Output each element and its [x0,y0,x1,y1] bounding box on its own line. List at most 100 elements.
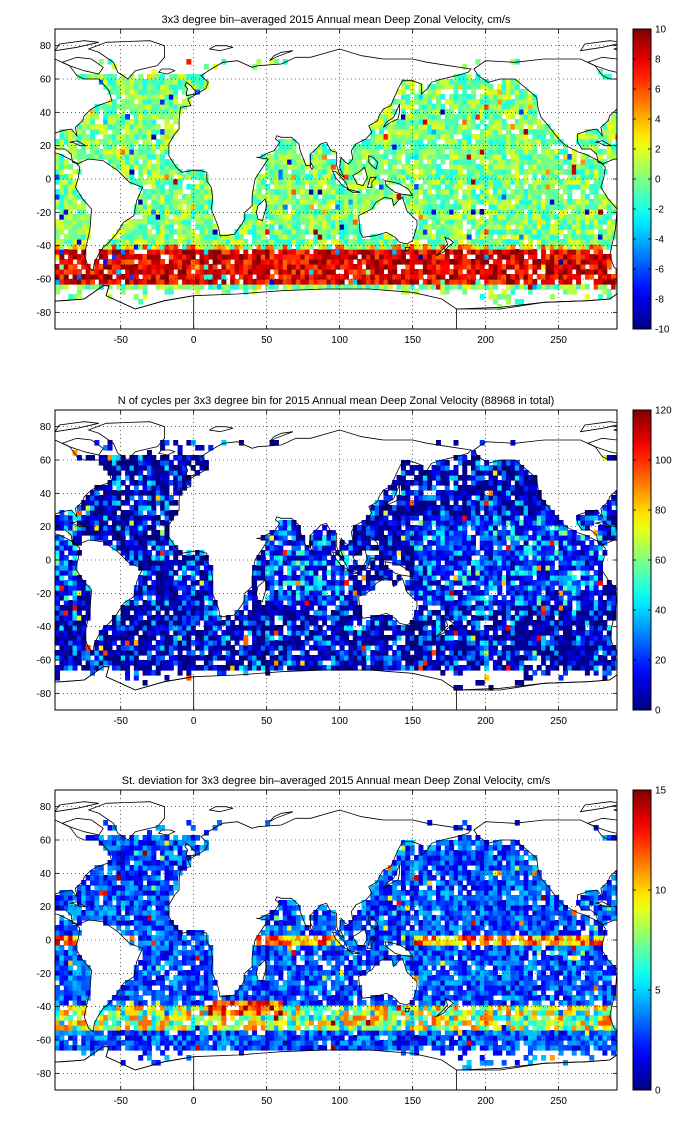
heatmap-cell [488,204,494,210]
heatmap-cell [449,144,455,150]
heatmap-cell [506,279,512,285]
heatmap-cell [225,620,231,626]
heatmap-cell [125,159,131,165]
heatmap-cell [291,139,297,145]
heatmap-cell [247,660,253,666]
heatmap-cell [173,259,179,265]
heatmap-cell [606,650,612,656]
heatmap-cell [116,134,122,140]
heatmap-cell [142,149,148,155]
heatmap-cell [541,134,547,140]
heatmap-cell [282,144,288,150]
heatmap-cell [492,214,498,220]
heatmap-cell [107,104,113,110]
heatmap-cell [536,234,542,240]
heatmap-cell [90,129,96,135]
heatmap-cell [615,284,617,290]
heatmap-cell [68,254,74,260]
heatmap-cell [68,179,74,185]
heatmap-cell [339,284,345,290]
heatmap-cell [339,234,345,240]
heatmap-cell [287,269,293,275]
heatmap-cell [98,274,104,280]
heatmap-cell [361,274,367,280]
heatmap-cell [304,199,310,205]
heatmap-cell [370,134,376,140]
heatmap-cell [129,239,135,245]
heatmap-cell [519,119,525,125]
heatmap-cell [98,139,104,145]
heatmap-cell [186,640,192,646]
heatmap-cell [506,114,512,120]
heatmap-cell [260,184,266,190]
heatmap-cell [116,264,122,270]
heatmap-cell [475,209,481,215]
heatmap-cell [497,655,503,661]
heatmap-cell [589,665,595,671]
heatmap-cell [287,164,293,170]
heatmap-cell [317,169,323,175]
heatmap-cell [562,189,568,195]
heatmap-cell [514,630,520,636]
heatmap-cell [146,239,152,245]
heatmap-cell [484,274,490,280]
heatmap-cell [243,635,249,641]
heatmap-cell [576,279,582,285]
heatmap-cell [580,219,586,225]
heatmap-cell [527,234,533,240]
heatmap-cell [282,149,288,155]
heatmap-cell [55,675,60,681]
y-tick-label: -60 [37,275,52,286]
heatmap-cell [269,174,275,180]
heatmap-cell [221,665,227,671]
heatmap-cell [414,154,420,160]
heatmap-cell [164,279,170,285]
heatmap-cell [173,129,179,135]
heatmap-cell [523,174,529,180]
heatmap-cell [361,164,367,170]
heatmap-cell [422,635,428,641]
heatmap-cell [392,154,398,160]
heatmap-cell [256,269,262,275]
heatmap-cell [155,234,161,240]
heatmap-cell [195,244,201,250]
heatmap-cell [400,269,406,275]
heatmap-cell [107,89,113,95]
heatmap-cell [554,224,560,230]
heatmap-cell [519,184,525,190]
heatmap-cell [545,209,551,215]
heatmap-cell [611,114,617,120]
heatmap-cell [418,249,424,255]
heatmap-cell [580,284,586,290]
heatmap-cell [418,269,424,275]
coastline-uk [184,81,196,97]
heatmap-cell [195,665,201,671]
heatmap-cell [488,129,494,135]
heatmap-cell [260,640,266,646]
heatmap-cell [370,274,376,280]
heatmap-cell [589,630,595,636]
heatmap-cell [497,119,503,125]
heatmap-cell [300,189,306,195]
heatmap-cell [484,254,490,260]
heatmap-cell [243,615,249,621]
heatmap-cell [435,209,441,215]
heatmap-cell [335,239,341,245]
heatmap-cell [558,650,564,656]
heatmap-cell [497,89,503,95]
heatmap-cell [471,194,477,200]
heatmap-cell [348,204,354,210]
heatmap-cell [405,645,411,651]
heatmap-cell [418,114,424,120]
heatmap-cell [453,239,459,245]
heatmap-cell [444,665,450,671]
heatmap-cell [55,655,60,661]
heatmap-cell [501,289,507,295]
heatmap-cell [81,119,87,125]
heatmap-cell [116,645,122,651]
heatmap-cell [129,94,135,100]
heatmap-cell [168,635,174,641]
heatmap-cell [142,159,148,165]
heatmap-cell [168,99,174,105]
heatmap-cell [295,625,301,631]
